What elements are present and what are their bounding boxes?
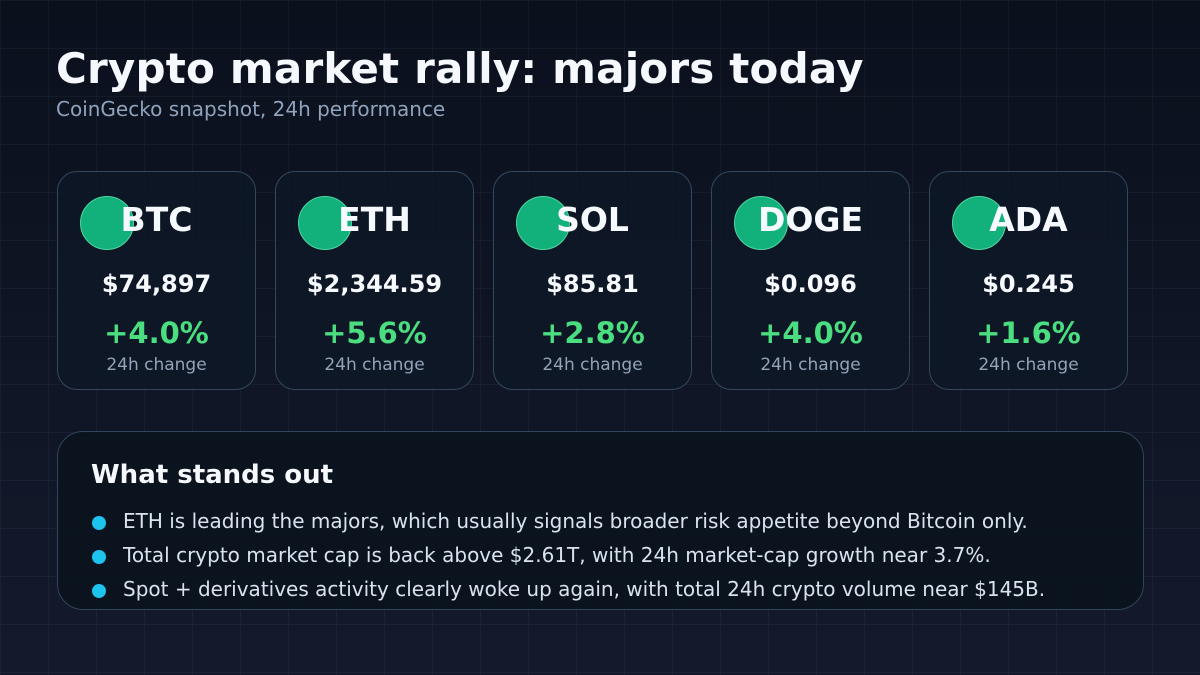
coin-symbol: SOL [556,200,629,239]
coin-icon [952,196,1006,250]
coin-change-label: 24h change [760,355,861,375]
coin-icon [516,196,570,250]
bullet-dot-icon [92,584,106,598]
bullet-dot-icon [92,516,106,530]
list-item-text: Spot + derivatives activity clearly woke… [123,577,1046,601]
coin-price: $85.81 [546,270,639,298]
coin-card-btc: BTC $74,897 +4.0% 24h change [57,171,256,390]
coin-card-eth: ETH $2,344.59 +5.6% 24h change [275,171,474,390]
coin-icon [80,196,134,250]
coin-symbol: BTC [120,200,193,239]
coin-change: +5.6% [322,316,427,350]
highlights-title: What stands out [91,460,334,490]
coin-change-label: 24h change [978,355,1079,375]
coin-card-sol: SOL $85.81 +2.8% 24h change [493,171,692,390]
list-item-text: Total crypto market cap is back above $2… [123,543,991,567]
coin-change-label: 24h change [324,355,425,375]
coin-change: +1.6% [976,316,1081,350]
coin-change: +4.0% [104,316,209,350]
coin-change-label: 24h change [542,355,643,375]
coin-change-label: 24h change [106,355,207,375]
page-subtitle: CoinGecko snapshot, 24h performance [56,97,446,121]
bullet-dot-icon [92,550,106,564]
coin-price: $2,344.59 [306,270,443,298]
coin-symbol: ADA [989,200,1068,239]
coin-change: +2.8% [540,316,645,350]
coin-symbol: ETH [338,200,411,239]
highlights-panel: What stands out ETH is leading the major… [57,431,1144,610]
coin-symbol: DOGE [757,200,864,239]
coin-card-ada: ADA $0.245 +1.6% 24h change [929,171,1128,390]
coin-card-doge: DOGE $0.096 +4.0% 24h change [711,171,910,390]
coin-icon [298,196,352,250]
coin-price: $0.096 [764,270,857,298]
coin-cards: BTC $74,897 +4.0% 24h change ETH $2,344.… [57,171,1147,391]
list-item-text: ETH is leading the majors, which usually… [123,509,1028,533]
page-title: Crypto market rally: majors today [56,44,864,93]
coin-icon [734,196,788,250]
coin-change: +4.0% [758,316,863,350]
coin-price: $0.245 [982,270,1075,298]
coin-price: $74,897 [101,270,212,298]
